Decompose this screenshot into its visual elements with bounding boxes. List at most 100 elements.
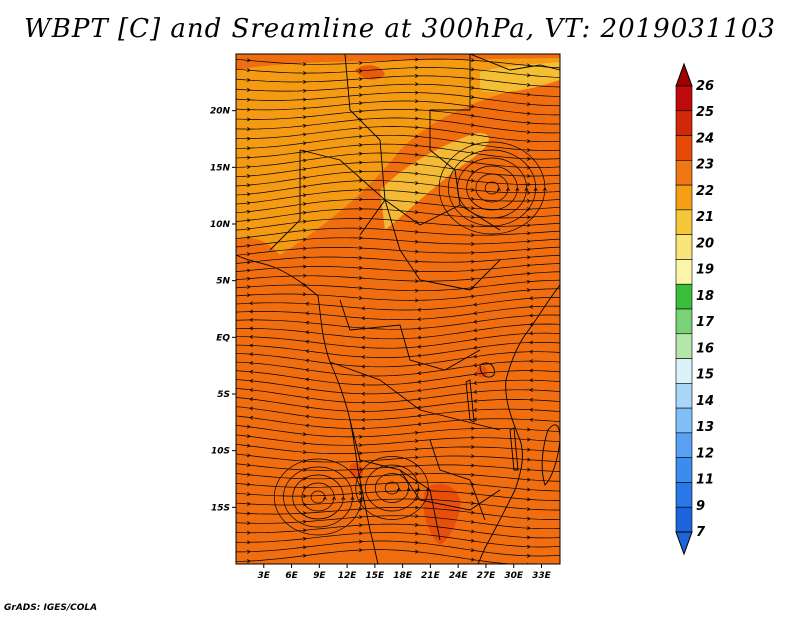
streamline-arrow bbox=[358, 255, 363, 260]
chart-title: WBPT [C] and Sreamline at 300hPa, VT: 20… bbox=[24, 14, 776, 44]
lon-tick-label: 3E bbox=[258, 571, 271, 581]
streamline-arrow bbox=[302, 246, 307, 251]
streamline-arrow bbox=[526, 102, 531, 107]
streamline bbox=[236, 100, 560, 116]
streamline bbox=[236, 332, 560, 349]
streamline-arrow bbox=[526, 457, 531, 462]
streamline bbox=[236, 227, 560, 239]
streamline-arrow bbox=[247, 136, 251, 141]
streamline-arrow bbox=[305, 414, 310, 419]
streamline-arrow bbox=[415, 57, 419, 62]
streamline-arrow bbox=[358, 451, 363, 456]
credit-label: GrADS: IGES/COLA bbox=[4, 603, 98, 613]
colorbar-segment bbox=[675, 407, 693, 434]
streamline-arrow bbox=[246, 209, 251, 214]
streamline-arrow bbox=[415, 497, 419, 502]
streamline-arrow bbox=[305, 405, 310, 410]
lat-tick-label: 5S bbox=[217, 390, 230, 400]
streamline-arrow bbox=[526, 497, 531, 502]
streamline-arrow bbox=[246, 68, 251, 73]
east-coast bbox=[477, 284, 560, 564]
streamline-arrow bbox=[302, 519, 307, 524]
streamline-arrow bbox=[473, 389, 478, 394]
streamline-arrow bbox=[246, 276, 251, 281]
streamline-arrow bbox=[246, 192, 251, 197]
streamline-arrow bbox=[470, 104, 475, 109]
streamline-arrow bbox=[359, 496, 364, 500]
streamline-arrow bbox=[417, 371, 422, 376]
streamline-arrow bbox=[526, 231, 531, 236]
streamline-arrow bbox=[246, 472, 251, 477]
streamline bbox=[236, 532, 560, 548]
colorbar-label: 7 bbox=[696, 525, 706, 540]
streamline-arrow bbox=[526, 516, 531, 521]
lon-tick-label: 33E bbox=[532, 571, 552, 581]
streamline-arrow bbox=[529, 378, 533, 383]
streamline-arrow bbox=[358, 499, 363, 504]
streamline-arrow bbox=[527, 544, 531, 549]
streamline-arrow bbox=[249, 317, 253, 322]
streamline-arrow bbox=[470, 501, 475, 506]
streamline-arrow bbox=[417, 422, 422, 426]
streamline bbox=[236, 388, 560, 404]
streamline-arrow bbox=[470, 277, 475, 282]
streamline-arrow bbox=[417, 344, 422, 349]
streamline-arrow bbox=[303, 62, 307, 67]
streamline-arrow bbox=[470, 491, 475, 496]
streamline-arrow bbox=[470, 268, 475, 273]
streamline-arrow bbox=[473, 302, 478, 307]
colorbar-segment bbox=[675, 383, 693, 409]
streamline-arrow bbox=[361, 355, 366, 360]
lon-tick-label: 15E bbox=[366, 571, 386, 581]
streamline-arrow bbox=[414, 152, 419, 157]
colorbar-segment bbox=[675, 184, 693, 211]
lon-tick-label: 24E bbox=[449, 571, 469, 581]
streamline-arrow bbox=[415, 471, 419, 476]
streamline-arrow bbox=[470, 285, 475, 290]
wbpt-patch-south bbox=[423, 484, 461, 545]
streamline-arrow bbox=[414, 200, 419, 205]
streamline-arrow bbox=[470, 169, 475, 174]
streamline bbox=[236, 58, 560, 69]
streamline-arrow bbox=[526, 92, 531, 97]
streamline-arrow bbox=[246, 201, 251, 206]
lon-tick-label: 9E bbox=[313, 571, 326, 581]
streamline-arrow bbox=[515, 187, 520, 191]
streamline-arrow bbox=[358, 296, 363, 300]
lat-tick-label: EQ bbox=[216, 333, 230, 343]
streamline-arrow bbox=[470, 123, 475, 127]
streamline-arrow bbox=[358, 151, 363, 156]
colorbar-min-arrow bbox=[675, 531, 693, 556]
lon-tick-label: 30E bbox=[504, 571, 524, 581]
border-1 bbox=[344, 54, 386, 236]
colorbar-label: 19 bbox=[696, 263, 714, 278]
streamline-arrow bbox=[526, 255, 531, 260]
streamline-arrow bbox=[249, 326, 253, 331]
streamline-arrow bbox=[361, 335, 366, 340]
streamline-arrow bbox=[526, 120, 531, 125]
streamline-arrow bbox=[417, 353, 422, 358]
streamline-arrow bbox=[249, 361, 254, 366]
lon-tick-label: 12E bbox=[338, 571, 358, 581]
streamline-arrow bbox=[302, 536, 307, 541]
streamline-arrow bbox=[526, 507, 531, 512]
colorbar-segment bbox=[675, 234, 693, 260]
streamline bbox=[236, 314, 560, 330]
streamline-arrow bbox=[526, 447, 531, 452]
streamline-arrow bbox=[246, 243, 251, 248]
streamline-arrow bbox=[305, 339, 310, 344]
streamline-arrow bbox=[303, 273, 307, 278]
streamline-arrow bbox=[302, 175, 307, 180]
streamline-arrow bbox=[473, 363, 478, 368]
streamline-arrow bbox=[247, 540, 251, 545]
streamline-arrow bbox=[473, 345, 478, 350]
streamline-arrow bbox=[302, 450, 307, 455]
streamline-arrow bbox=[247, 530, 251, 535]
border-3 bbox=[299, 149, 501, 231]
streamline-arrow bbox=[526, 437, 531, 442]
streamline bbox=[236, 254, 560, 264]
streamline-arrow bbox=[358, 143, 363, 147]
streamline-arrow bbox=[302, 511, 307, 516]
streamline-arrow bbox=[470, 206, 475, 211]
streamline bbox=[236, 109, 560, 125]
